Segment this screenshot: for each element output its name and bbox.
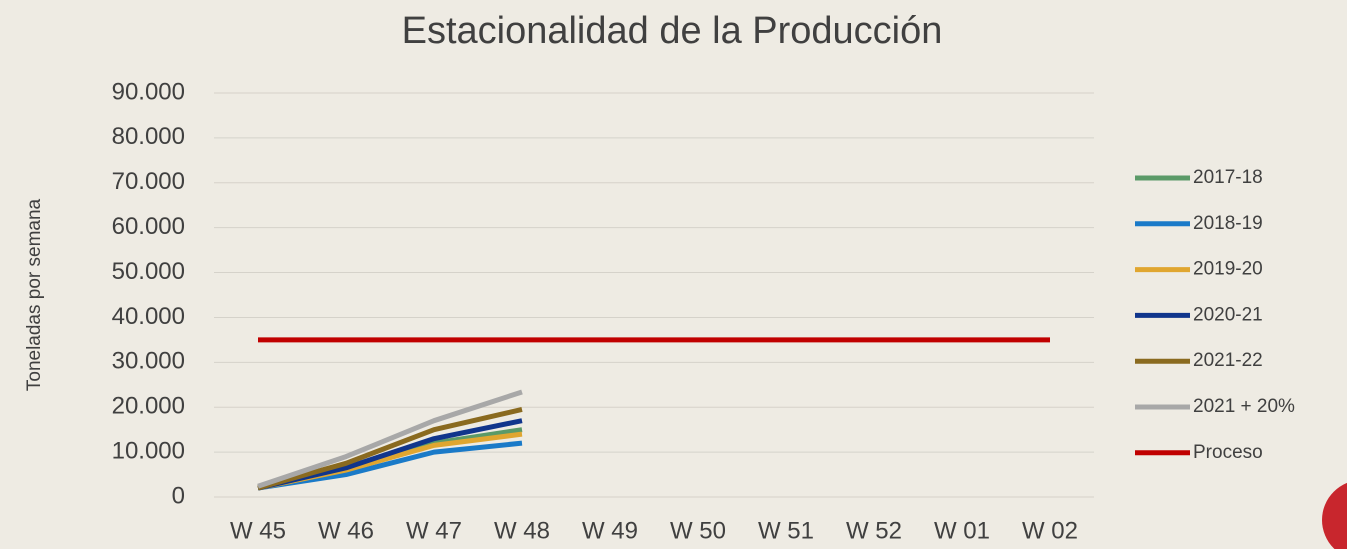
y-tick-label: 0 xyxy=(172,482,185,509)
y-tick-label: 10.000 xyxy=(112,437,185,464)
x-tick-label: W 51 xyxy=(758,517,814,544)
x-tick-label: W 47 xyxy=(406,517,462,544)
x-tick-label: W 48 xyxy=(494,517,550,544)
x-tick-label: W 50 xyxy=(670,517,726,544)
y-axis-label: Toneladas por semana xyxy=(24,198,45,391)
x-tick-label: W 49 xyxy=(582,517,638,544)
legend-label: 2018-19 xyxy=(1193,213,1263,234)
y-tick-label: 40.000 xyxy=(112,303,185,330)
x-tick-label: W 02 xyxy=(1022,517,1078,544)
y-tick-label: 50.000 xyxy=(112,258,185,285)
y-tick-label: 80.000 xyxy=(112,123,185,150)
y-tick-label: 90.000 xyxy=(112,78,185,105)
legend-label: 2021 + 20% xyxy=(1193,396,1295,417)
legend-label: 2020-21 xyxy=(1193,304,1263,325)
legend-label: Proceso xyxy=(1193,442,1263,463)
y-tick-label: 30.000 xyxy=(112,348,185,375)
chart: Estacionalidad de la Producción Tonelada… xyxy=(0,0,1347,549)
x-tick-label: W 45 xyxy=(230,517,286,544)
y-tick-label: 70.000 xyxy=(112,168,185,195)
y-tick-label: 60.000 xyxy=(112,213,185,240)
chart-title: Estacionalidad de la Producción xyxy=(402,10,943,52)
page: Estacionalidad de la Producción Tonelada… xyxy=(0,0,1347,549)
x-tick-label: W 52 xyxy=(846,517,902,544)
legend-label: 2017-18 xyxy=(1193,167,1263,188)
legend-label: 2019-20 xyxy=(1193,259,1263,280)
background xyxy=(0,0,1347,549)
y-tick-label: 20.000 xyxy=(112,393,185,420)
x-tick-label: W 46 xyxy=(318,517,374,544)
legend-label: 2021-22 xyxy=(1193,350,1263,371)
x-tick-label: W 01 xyxy=(934,517,990,544)
